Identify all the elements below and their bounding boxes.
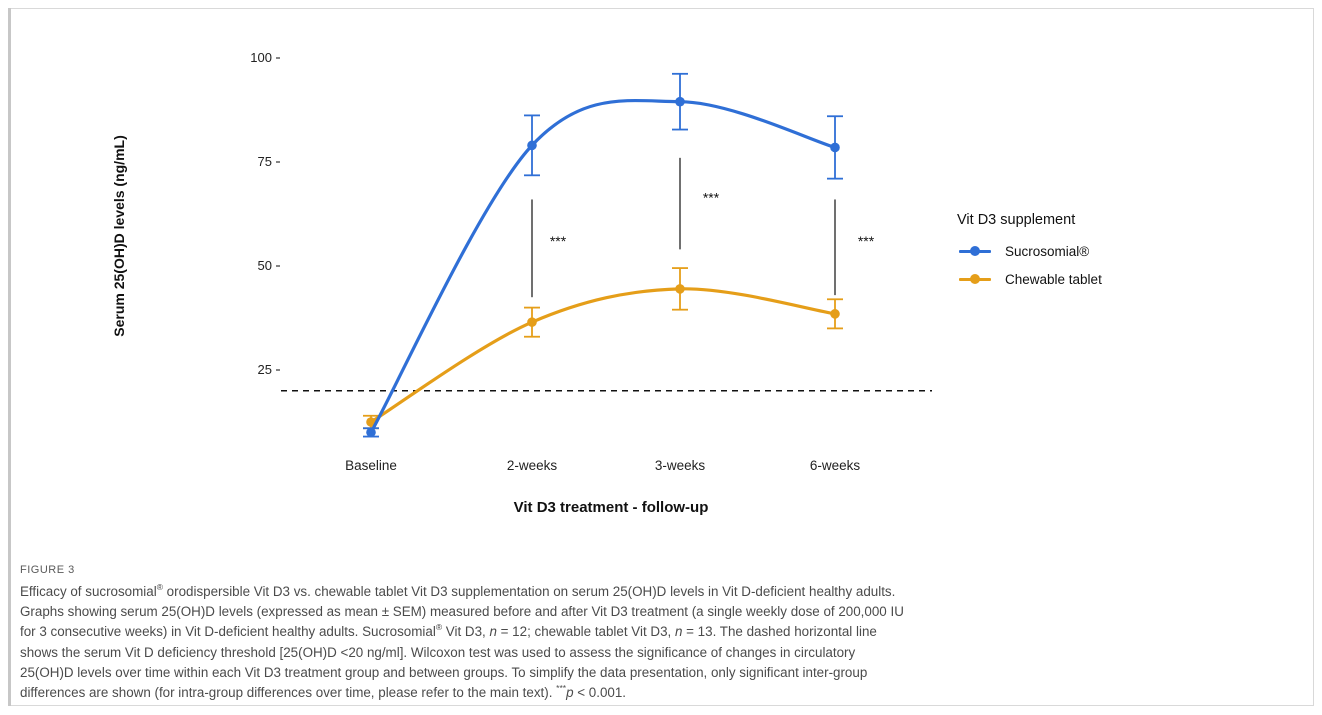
data-point bbox=[527, 141, 537, 151]
series-line bbox=[371, 289, 835, 422]
y-tick-label: 100 bbox=[250, 50, 272, 65]
caption-line: differences are shown (for intra-group d… bbox=[20, 683, 1302, 703]
data-point bbox=[366, 428, 376, 438]
significance-label: *** bbox=[550, 233, 567, 249]
y-axis-title: Serum 25(OH)D levels (ng/mL) bbox=[111, 135, 127, 337]
data-point bbox=[527, 317, 537, 327]
caption-line: shows the serum Vit D deficiency thresho… bbox=[20, 643, 1302, 663]
x-axis: Baseline 2-weeks 3-weeks 6-weeks bbox=[345, 458, 860, 473]
legend-label: Chewable tablet bbox=[1005, 272, 1102, 287]
x-tick-label: 6-weeks bbox=[810, 458, 861, 473]
data-point bbox=[830, 143, 840, 153]
figure-caption: FIGURE 3 Efficacy of sucrosomial® orodis… bbox=[20, 564, 1302, 703]
caption-line: Graphs showing serum 25(OH)D levels (exp… bbox=[20, 602, 1302, 622]
series-layer bbox=[363, 74, 843, 437]
data-point bbox=[675, 97, 685, 107]
legend-dot bbox=[970, 274, 980, 284]
legend-item-sucrosomial: Sucrosomial® bbox=[957, 240, 1102, 262]
legend-item-chewable: Chewable tablet bbox=[957, 268, 1102, 290]
significance-label: *** bbox=[858, 233, 875, 249]
legend-key-blue bbox=[957, 243, 993, 259]
caption-line: Efficacy of sucrosomial® orodispersible … bbox=[20, 582, 1302, 602]
x-tick-label: 2-weeks bbox=[507, 458, 558, 473]
y-tick-label: 25 bbox=[258, 362, 272, 377]
x-tick-label: Baseline bbox=[345, 458, 397, 473]
significance-layer: *** *** *** bbox=[532, 158, 875, 297]
data-point bbox=[830, 309, 840, 319]
legend-label: Sucrosomial® bbox=[1005, 244, 1089, 259]
significance-label: *** bbox=[703, 189, 720, 205]
caption-line: 25(OH)D levels over time within each Vit… bbox=[20, 663, 1302, 683]
legend-key-orange bbox=[957, 271, 993, 287]
legend-dot bbox=[970, 246, 980, 256]
legend: Vit D3 supplement Sucrosomial® Chewable … bbox=[957, 212, 1102, 296]
caption-text: Efficacy of sucrosomial® orodispersible … bbox=[20, 582, 1302, 703]
legend-title: Vit D3 supplement bbox=[957, 212, 1102, 228]
caption-line: for 3 consecutive weeks) in Vit D-defici… bbox=[20, 622, 1302, 642]
x-axis-title: Vit D3 treatment - follow-up bbox=[514, 499, 709, 516]
x-tick-label: 3-weeks bbox=[655, 458, 706, 473]
y-tick-label: 50 bbox=[258, 258, 272, 273]
y-axis: 25 50 75 100 bbox=[250, 50, 280, 377]
figure-label: FIGURE 3 bbox=[20, 564, 1302, 576]
data-point bbox=[675, 284, 685, 294]
series-line bbox=[371, 101, 835, 433]
y-tick-label: 75 bbox=[258, 154, 272, 169]
